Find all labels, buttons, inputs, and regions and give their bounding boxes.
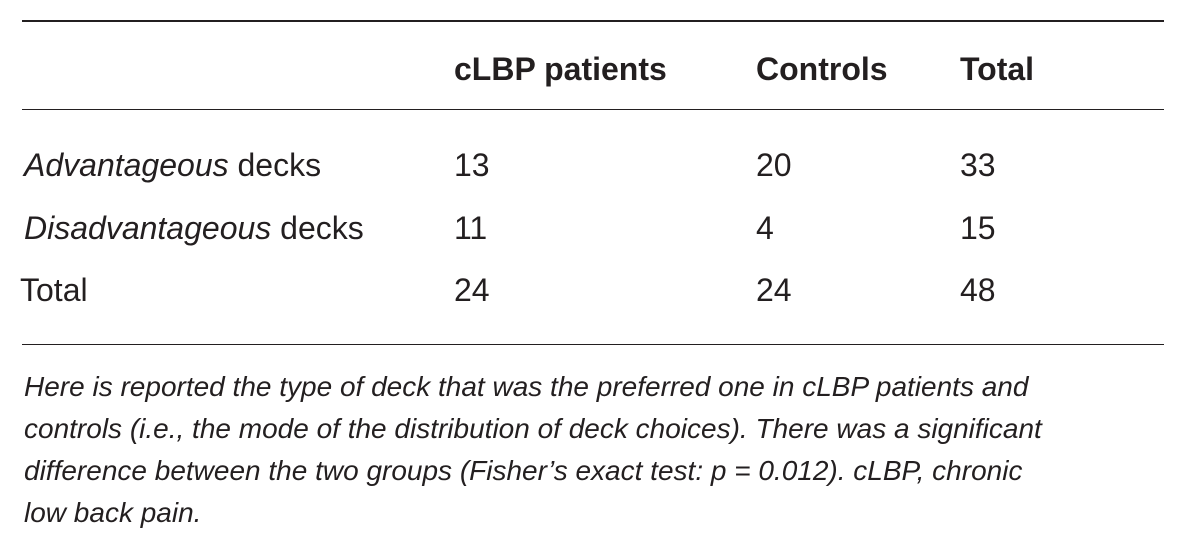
header-rule (22, 109, 1164, 110)
cell-clbp: 11 (454, 210, 488, 246)
cell-total: 48 (960, 272, 996, 308)
cell-clbp: 24 (454, 272, 490, 308)
table-footnote: Here is reported the type of deck that w… (24, 366, 1174, 534)
cell-total: 33 (960, 147, 996, 183)
bottom-rule (22, 344, 1164, 345)
footnote-line: low back pain. (24, 497, 202, 528)
header-controls: Controls (756, 51, 888, 87)
cell-clbp: 13 (454, 147, 490, 183)
row-label-disadvantageous: Disadvantageous decks (24, 209, 364, 247)
footnote-line: difference between the two groups (Fishe… (24, 455, 1023, 486)
row-label-advantageous: Advantageous decks (24, 146, 321, 184)
row-label-italic: Advantageous (24, 147, 229, 183)
row-label-rest: decks (228, 147, 322, 183)
top-rule (22, 20, 1164, 22)
row-label-italic: Disadvantageous (24, 210, 272, 246)
footnote-line: controls (i.e., the mode of the distribu… (24, 413, 1042, 444)
footnote-line: Here is reported the type of deck that w… (24, 371, 1029, 402)
cell-controls: 4 (756, 210, 774, 246)
cell-total: 15 (960, 210, 996, 246)
cell-controls: 24 (756, 272, 792, 308)
cell-controls: 20 (756, 147, 792, 183)
header-total: Total (960, 51, 1035, 87)
row-label-rest: decks (271, 210, 364, 246)
row-label-total: Total (20, 272, 88, 308)
header-clbp-patients: cLBP patients (454, 51, 667, 87)
